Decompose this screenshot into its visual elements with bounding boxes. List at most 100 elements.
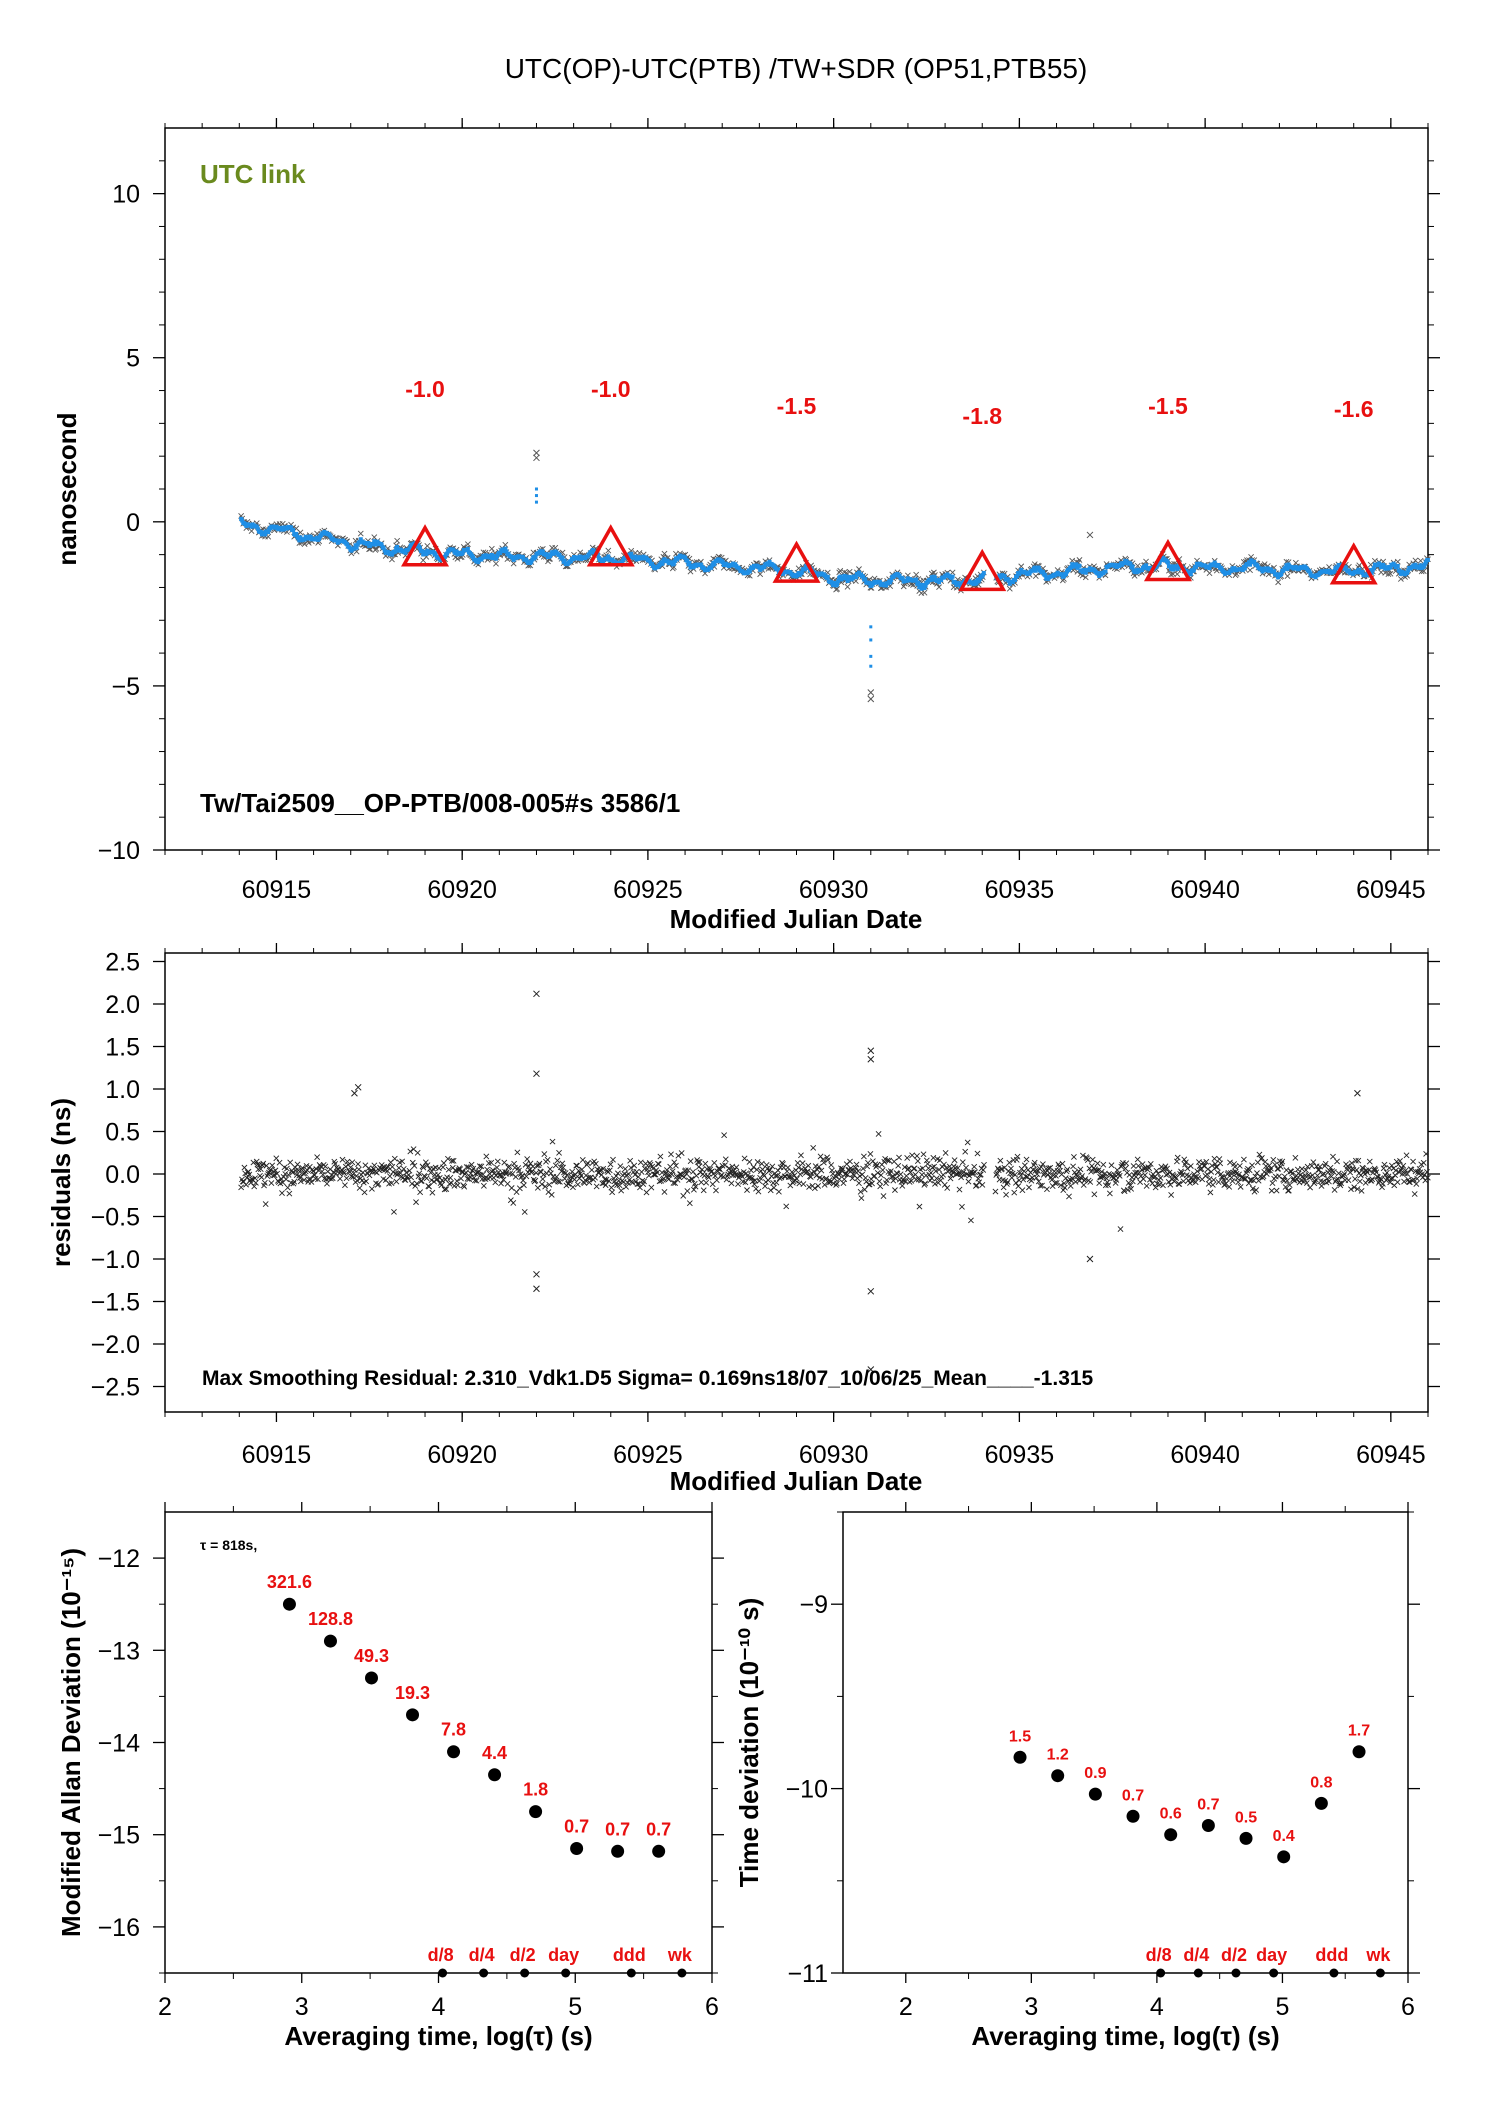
plot-frame xyxy=(842,1511,1409,1974)
data-point xyxy=(1394,1179,1401,1186)
data-point xyxy=(974,1150,981,1157)
data-point xyxy=(784,1168,790,1175)
data-point xyxy=(760,1171,767,1178)
data-point xyxy=(771,1184,777,1191)
x-tick-label: 60930 xyxy=(799,876,869,904)
data-point xyxy=(261,1179,268,1186)
data-point xyxy=(1408,1166,1415,1173)
data-point xyxy=(1091,1191,1098,1198)
data-point xyxy=(766,1167,773,1173)
data-point xyxy=(1314,1172,1321,1179)
data-point xyxy=(588,1167,595,1173)
data-point xyxy=(393,1178,400,1185)
data-point xyxy=(1128,1185,1135,1192)
smoothed-point xyxy=(633,554,638,559)
smoothed-point xyxy=(1371,565,1376,570)
smoothed-point xyxy=(418,546,423,551)
data-point xyxy=(1057,1182,1064,1189)
data-point xyxy=(547,1170,554,1177)
x-tick-label: 4 xyxy=(432,1993,446,2021)
data-point xyxy=(441,1186,448,1193)
smoothed-point xyxy=(980,573,985,578)
data-point xyxy=(1380,1165,1387,1172)
data-point xyxy=(577,1170,584,1177)
data-point xyxy=(542,1183,549,1190)
data-point xyxy=(1348,1186,1354,1193)
data-point xyxy=(294,1161,301,1168)
smoothed-point xyxy=(366,541,371,546)
smoothed-point xyxy=(712,562,717,567)
data-point xyxy=(1084,1157,1091,1164)
data-point xyxy=(857,1188,864,1195)
data-point xyxy=(1227,1159,1233,1166)
data-point xyxy=(520,1182,527,1189)
reference-label: day xyxy=(548,1945,579,1965)
data-point xyxy=(948,1172,955,1179)
data-point xyxy=(328,1175,334,1182)
smoothed-point xyxy=(298,535,303,540)
data-point xyxy=(661,550,668,557)
marker-label: -1.5 xyxy=(777,393,817,419)
data-point xyxy=(516,1167,522,1174)
stability-point xyxy=(1352,1745,1366,1759)
data-point xyxy=(583,1161,590,1168)
data-point xyxy=(703,1179,710,1186)
data-point xyxy=(1211,1155,1218,1162)
data-point xyxy=(1147,1161,1154,1167)
data-point xyxy=(585,1174,592,1181)
data-point xyxy=(1053,1172,1059,1179)
data-point xyxy=(426,1183,433,1190)
data-point xyxy=(413,1180,420,1187)
smoothed-point xyxy=(382,548,387,553)
data-point xyxy=(252,1179,259,1186)
stability-point xyxy=(488,1768,502,1782)
data-point xyxy=(1174,1154,1181,1161)
data-point xyxy=(324,1180,330,1187)
data-point xyxy=(1389,1175,1396,1182)
smoothed-point xyxy=(433,551,438,556)
data-point xyxy=(395,1164,402,1171)
data-point xyxy=(494,1158,501,1165)
data-point xyxy=(574,1181,581,1188)
smoothed-point xyxy=(1227,570,1232,575)
data-point xyxy=(1147,1176,1153,1183)
data-point xyxy=(1277,1163,1284,1170)
data-point xyxy=(574,1162,580,1169)
data-point xyxy=(573,1162,580,1169)
data-point xyxy=(1253,1187,1260,1193)
data-point xyxy=(446,1180,453,1187)
data-point xyxy=(592,1174,598,1181)
data-point xyxy=(1102,1182,1109,1189)
reference-label: day xyxy=(1256,1945,1287,1965)
data-point xyxy=(248,528,255,535)
data-point xyxy=(748,1167,755,1174)
marker-triangle xyxy=(401,524,450,567)
data-point xyxy=(1223,1175,1230,1182)
point-label: 4.4 xyxy=(482,1743,507,1763)
smoothed-series xyxy=(239,487,1430,668)
data-point xyxy=(965,1178,972,1185)
data-point xyxy=(908,1177,915,1184)
data-point xyxy=(847,1165,854,1172)
data-point xyxy=(833,1180,840,1187)
data-point xyxy=(269,1162,276,1169)
data-point xyxy=(1294,1176,1300,1182)
data-point xyxy=(447,1174,454,1181)
smoothed-point xyxy=(1212,560,1217,565)
data-point xyxy=(473,1177,480,1184)
smoothed-point xyxy=(974,581,979,586)
smoothed-point xyxy=(1308,571,1313,576)
data-point xyxy=(841,1176,848,1183)
data-point xyxy=(657,1153,664,1160)
smoothed-point xyxy=(431,550,436,555)
data-point xyxy=(753,1166,760,1173)
mdev-plot: 2 3 4 5 6 −12 −13 −14 −15 −16 Averaging time, log(… xyxy=(56,1502,724,2051)
smoothed-point xyxy=(904,578,909,583)
x-tick-label: 60915 xyxy=(242,876,312,904)
smoothed-point xyxy=(747,569,752,574)
data-point xyxy=(712,1172,719,1179)
data-point xyxy=(467,1170,474,1177)
smoothed-point xyxy=(1063,571,1068,576)
data-point xyxy=(742,1179,749,1186)
data-point xyxy=(1207,1189,1214,1196)
